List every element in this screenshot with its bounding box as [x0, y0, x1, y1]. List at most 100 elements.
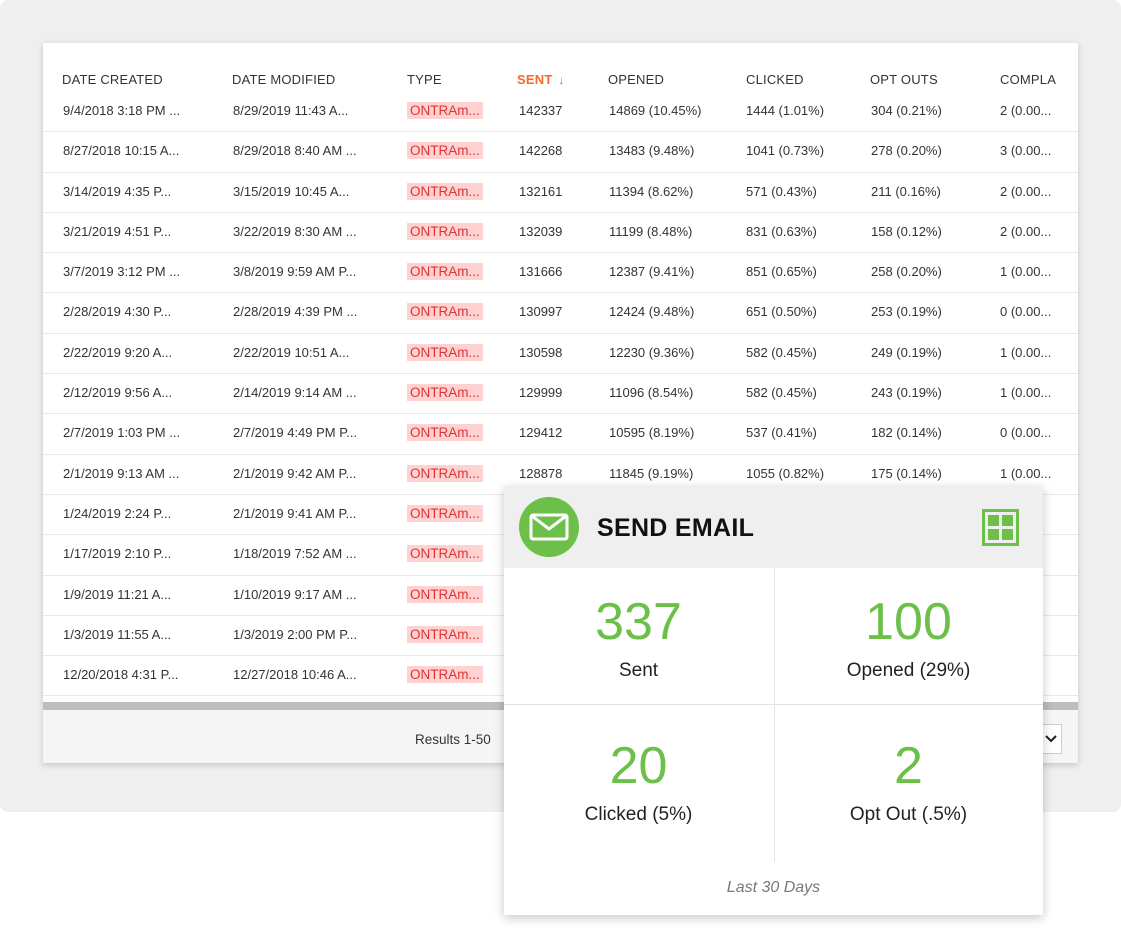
col-type[interactable]: TYPE — [407, 72, 442, 87]
cell-opened: 11394 (8.62%) — [609, 183, 694, 199]
cell-date-created: 3/7/2019 3:12 PM ... — [63, 264, 181, 280]
stat-opt-out: 2 Opt Out (.5%) — [774, 740, 1043, 826]
cell-type: ONTRAm... — [407, 666, 483, 684]
cell-clicked: 582 (0.45%) — [746, 344, 817, 360]
cell-opt-outs: 243 (0.19%) — [871, 385, 942, 401]
cell-sent: 129412 — [519, 425, 563, 441]
cell-date-modified: 2/1/2019 9:41 AM P... — [233, 505, 357, 521]
cell-date-modified: 2/1/2019 9:42 AM P... — [233, 465, 357, 481]
cell-opt-outs: 175 (0.14%) — [871, 465, 942, 481]
table-row[interactable]: 8/27/2018 10:15 A... 8/29/2018 8:40 AM ..… — [43, 132, 1078, 173]
cell-opt-outs: 278 (0.20%) — [871, 143, 942, 159]
cell-sent: 128878 — [519, 465, 563, 481]
cell-sent: 142337 — [519, 103, 563, 118]
cell-opened: 12230 (9.36%) — [609, 344, 695, 360]
cell-type: ONTRAm... — [407, 343, 483, 361]
cell-type: ONTRAm... — [407, 182, 483, 200]
cell-date-created: 2/28/2019 4:30 P... — [63, 304, 172, 320]
envelope-icon — [519, 497, 579, 557]
cell-sent: 130997 — [519, 304, 563, 320]
cell-date-created: 2/22/2019 9:20 A... — [63, 344, 173, 360]
grid-view-icon[interactable] — [982, 509, 1019, 546]
cell-date-created: 1/24/2019 2:24 P... — [63, 505, 172, 521]
stats-divider — [504, 704, 1043, 705]
stat-value: 20 — [609, 737, 668, 795]
cell-sent: 132161 — [519, 183, 563, 199]
col-complaints[interactable]: COMPLA — [1000, 72, 1057, 87]
cell-complaints: 1 (0.00... — [1000, 344, 1052, 360]
cell-complaints: 0 (0.00... — [1000, 425, 1052, 441]
table-row[interactable]: 3/21/2019 4:51 P... 3/22/2019 8:30 AM ...… — [43, 213, 1078, 254]
cell-opt-outs: 182 (0.14%) — [871, 425, 942, 441]
stat-sent: 337 Sent — [504, 596, 773, 682]
cell-date-created: 8/27/2018 10:15 A... — [63, 143, 180, 159]
cell-opened: 11199 (8.48%) — [609, 223, 693, 239]
cell-clicked: 1055 (0.82%) — [746, 465, 825, 481]
table-header: DATE CREATED DATE MODIFIED TYPE SENT ↓ OP… — [43, 43, 1078, 93]
col-sent[interactable]: SENT ↓ — [517, 72, 564, 87]
table-row[interactable]: 9/4/2018 3:18 PM ... 8/29/2019 11:43 A...… — [43, 92, 1078, 133]
stat-label: Sent — [618, 660, 659, 681]
widget-header: SEND EMAIL — [504, 486, 1043, 568]
cell-complaints: 2 (0.00... — [1000, 183, 1052, 199]
cell-date-created: 12/20/2018 4:31 P... — [63, 667, 179, 683]
table-row[interactable]: 3/7/2019 3:12 PM ... 3/8/2019 9:59 AM P..… — [43, 253, 1078, 294]
table-row[interactable]: 2/1/2019 9:13 AM ... 2/1/2019 9:42 AM P..… — [43, 455, 1078, 495]
cell-complaints: 1 (0.00... — [1000, 385, 1052, 401]
cell-complaints: 1 (0.00... — [1000, 465, 1052, 481]
sort-down-icon[interactable]: ↓ — [558, 75, 565, 87]
table-body: 9/4/2018 3:18 PM ... 8/29/2019 11:43 A...… — [43, 92, 1078, 703]
cell-sent: 132039 — [519, 223, 563, 239]
table-row[interactable]: 2/12/2019 9:56 A... 2/14/2019 9:14 AM ...… — [43, 374, 1078, 415]
cell-date-modified: 1/10/2019 9:17 AM ... — [233, 586, 357, 602]
cell-date-created: 9/4/2018 3:18 PM ... — [63, 103, 181, 118]
cell-date-created: 1/9/2019 11:21 A... — [63, 586, 172, 602]
cell-date-created: 1/17/2019 2:10 P... — [63, 546, 172, 562]
col-date-modified[interactable]: DATE MODIFIED — [232, 72, 336, 87]
cell-opt-outs: 304 (0.21%) — [871, 103, 942, 118]
chevron-down-icon — [1045, 735, 1057, 743]
cell-sent: 131666 — [519, 264, 563, 280]
cell-date-modified: 3/22/2019 8:30 AM ... — [233, 223, 357, 239]
cell-date-created: 2/12/2019 9:56 A... — [63, 385, 173, 401]
cell-type: ONTRAm... — [407, 303, 483, 321]
col-date-created[interactable]: DATE CREATED — [62, 72, 163, 87]
table-row[interactable]: 3/14/2019 4:35 P... 3/15/2019 10:45 A... O… — [43, 173, 1078, 213]
email-report-table: DATE CREATED DATE MODIFIED TYPE SENT ↓ OP… — [43, 43, 1078, 763]
col-opt-outs[interactable]: OPT OUTS — [870, 72, 938, 87]
cell-date-modified: 1/18/2019 7:52 AM ... — [233, 546, 357, 562]
stat-label: Opened (29%) — [846, 660, 971, 681]
cell-type: ONTRAm... — [407, 625, 483, 643]
cell-clicked: 831 (0.63%) — [746, 223, 817, 239]
cell-date-modified: 3/8/2019 9:59 AM P... — [233, 264, 357, 280]
cell-date-modified: 3/15/2019 10:45 A... — [233, 183, 350, 199]
cell-type: ONTRAm... — [407, 142, 483, 160]
cell-date-modified: 2/22/2019 10:51 A... — [233, 344, 350, 360]
table-row[interactable]: 2/7/2019 1:03 PM ... 2/7/2019 4:49 PM P..… — [43, 414, 1078, 455]
stat-label: Opt Out (.5%) — [849, 804, 968, 825]
stats-grid: 337 Sent 100 Opened (29%) 20 Clicked (5%… — [504, 568, 1043, 862]
cell-clicked: 582 (0.45%) — [746, 385, 817, 401]
col-clicked[interactable]: CLICKED — [746, 72, 804, 87]
cell-date-created: 2/1/2019 9:13 AM ... — [63, 465, 180, 481]
cell-type: ONTRAm... — [407, 424, 483, 442]
cell-clicked: 571 (0.43%) — [746, 183, 817, 199]
results-count: Results 1-50 — [415, 732, 491, 747]
page-size-select[interactable] — [1041, 724, 1062, 754]
cell-date-modified: 2/7/2019 4:49 PM P... — [233, 425, 358, 441]
cell-sent: 130598 — [519, 344, 563, 360]
cell-date-created: 1/3/2019 11:55 A... — [63, 626, 172, 642]
cell-date-created: 3/14/2019 4:35 P... — [63, 183, 172, 199]
table-row[interactable]: 2/28/2019 4:30 P... 2/28/2019 4:39 PM ...… — [43, 293, 1078, 334]
cell-opened: 12387 (9.41%) — [609, 264, 695, 280]
col-opened[interactable]: OPENED — [608, 72, 665, 87]
table-row[interactable]: 2/22/2019 9:20 A... 2/22/2019 10:51 A... O… — [43, 334, 1078, 375]
cell-opt-outs: 253 (0.19%) — [871, 304, 942, 320]
stat-value: 337 — [595, 593, 682, 651]
cell-type: ONTRAm... — [407, 384, 483, 402]
cell-clicked: 651 (0.50%) — [746, 304, 817, 320]
cell-complaints: 0 (0.00... — [1000, 304, 1052, 320]
stats-divider — [774, 568, 775, 862]
cell-date-modified: 1/3/2019 2:00 PM P... — [233, 626, 358, 642]
cell-clicked: 1041 (0.73%) — [746, 143, 825, 159]
